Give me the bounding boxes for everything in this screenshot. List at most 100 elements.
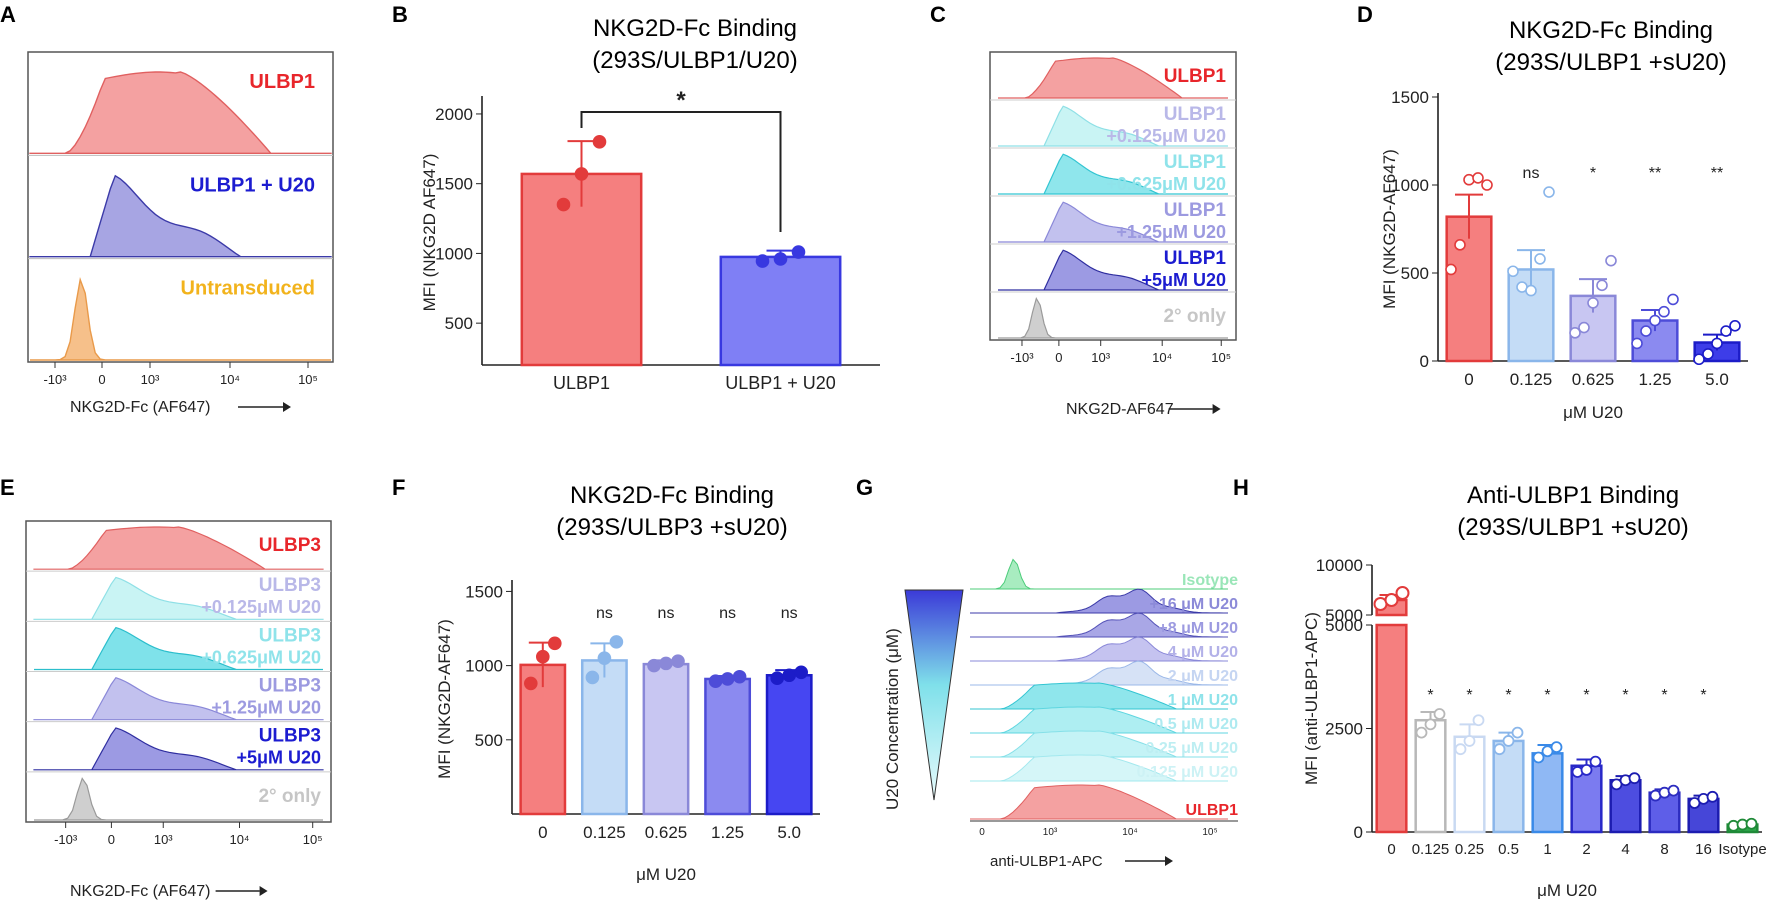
significance-label: *	[1700, 687, 1706, 704]
flow-panel-g: U20 Concentration (μM) Isotype +16 μM U20 +…	[883, 558, 1239, 870]
flow-c-xlabel: NKG2D-AF647	[1066, 401, 1174, 418]
significance-label: *	[1622, 687, 1628, 704]
data-point	[1745, 817, 1758, 830]
significance-label: **	[1649, 165, 1661, 182]
track-label-a-1: ULBP1 + U20	[190, 174, 315, 196]
data-point	[1702, 348, 1714, 360]
chart-b-subtitle: (293S/ULBP1/U20)	[592, 47, 797, 74]
significance-label: **	[1711, 165, 1723, 182]
data-point	[1472, 172, 1484, 184]
flow-e-track-label: ULBP3	[259, 625, 321, 646]
significance-label: ns	[658, 605, 675, 622]
y-tick-label: 1500	[465, 582, 503, 601]
x-tick-label: 1	[1543, 841, 1551, 858]
chart-d-bar-0	[1445, 215, 1493, 363]
histogram-g-1	[970, 588, 1228, 614]
y-tick-label: 1000	[435, 244, 473, 263]
data-point	[1711, 337, 1723, 350]
histogram-g-6	[970, 706, 1228, 734]
data-point	[1445, 263, 1457, 276]
track-label-g: 1 μM U20	[1168, 692, 1238, 709]
concentration-triangle	[904, 589, 964, 801]
y-tick-label: 0	[1354, 823, 1363, 842]
histogram-g-8	[970, 754, 1228, 782]
data-point	[1580, 764, 1593, 776]
significance-label: *	[1583, 687, 1589, 704]
chart-f-title: NKG2D-Fc Binding	[570, 482, 774, 509]
data-point	[1543, 186, 1555, 198]
histogram-a-1	[29, 174, 332, 258]
tick-label-g: 10⁵	[1202, 827, 1217, 838]
flow-c-track-sublabel: +0.125μM U20	[1106, 126, 1226, 146]
chart-d-ylabel: MFI (NKG2D-AF647)	[1380, 149, 1399, 309]
tick-label: 10³	[154, 832, 173, 847]
track-label-a-2: Untransduced	[181, 278, 315, 300]
x-tick-label: 16	[1695, 841, 1712, 858]
tick-label: 10⁴	[1152, 350, 1172, 365]
data-point	[1596, 279, 1608, 292]
data-point	[1454, 743, 1467, 756]
chart-f-ylabel: MFI (NKG2D-AF647)	[435, 619, 454, 779]
data-point	[647, 658, 661, 673]
flow-c-histogram-1	[998, 105, 1228, 147]
tick-label: -10³	[1010, 350, 1034, 365]
track-label-g: 0.5 μM U20	[1154, 716, 1238, 733]
chart-h-ylabel: MFI (anti-ULBP1-APC)	[1302, 612, 1321, 785]
flow-c-histogram-4	[998, 249, 1228, 291]
flow-e-histogram-3	[33, 676, 324, 721]
tick-label: -10³	[54, 832, 78, 847]
panel-letter-e: E	[0, 475, 15, 500]
significance-label: *	[1661, 687, 1667, 704]
tick-label: 0	[1055, 350, 1062, 365]
bar-h-2	[1453, 735, 1486, 834]
y-tick-label: 1500	[435, 175, 473, 194]
tick-label-g: 0	[979, 827, 985, 838]
panel-letter-f: F	[392, 475, 405, 500]
track-label-g: Isotype	[1182, 572, 1238, 589]
data-point	[1493, 743, 1506, 756]
track-label-g: +8 μM U20	[1158, 620, 1238, 637]
histogram-g-0	[970, 558, 1228, 590]
x-tick-label: 0	[1387, 841, 1395, 858]
x-tick-label: 0.5	[1498, 841, 1519, 858]
data-point	[1472, 714, 1485, 727]
significance-label: *	[1505, 687, 1511, 704]
histogram-g-5	[970, 682, 1228, 710]
panel-letter-d: D	[1357, 2, 1373, 27]
data-point	[1550, 741, 1563, 754]
significance-bracket	[580, 111, 782, 232]
data-point	[1433, 708, 1446, 720]
data-point	[1395, 586, 1410, 600]
flow-e-histogram-2	[34, 626, 323, 671]
data-point	[1658, 305, 1670, 318]
tick-label: 10⁴	[229, 832, 249, 847]
flow-c-track-label: ULBP1	[1164, 104, 1227, 125]
data-point	[755, 254, 770, 268]
data-point	[1631, 337, 1643, 350]
data-point	[1693, 353, 1705, 366]
data-point	[535, 649, 550, 664]
track-label-g: 0.125 μM U20	[1137, 764, 1239, 781]
bar-h-6	[1609, 779, 1642, 834]
bar-chart-b: 500 1000 1500 2000 ULBP1 ULBP1 + U20 * MFI (NKG…	[420, 0, 880, 393]
data-point	[1667, 293, 1679, 306]
data-point	[1729, 319, 1741, 332]
flow-c-track-sublabel: +1.25μM U20	[1116, 222, 1226, 242]
x-tick-label: 4	[1621, 841, 1629, 858]
histogram-g-4	[970, 660, 1228, 686]
x-tick-label: 1.25	[711, 823, 744, 842]
data-point	[574, 167, 589, 181]
tick-label: 10⁵	[1211, 350, 1231, 365]
x-tick-label: 0.625	[1572, 370, 1615, 389]
data-point	[1569, 327, 1581, 339]
flow-c-histogram-5	[998, 296, 1228, 339]
y-tick-label: 2500	[1325, 720, 1363, 739]
data-point	[547, 636, 562, 651]
histogram-g-9	[970, 784, 1228, 820]
bar-h-3	[1492, 739, 1525, 834]
panel-letter-a: A	[0, 2, 16, 27]
track-label-g: ULBP1	[1186, 802, 1239, 819]
chart-h-title: Anti-ULBP1 Binding	[1467, 482, 1679, 509]
data-point	[720, 672, 735, 686]
